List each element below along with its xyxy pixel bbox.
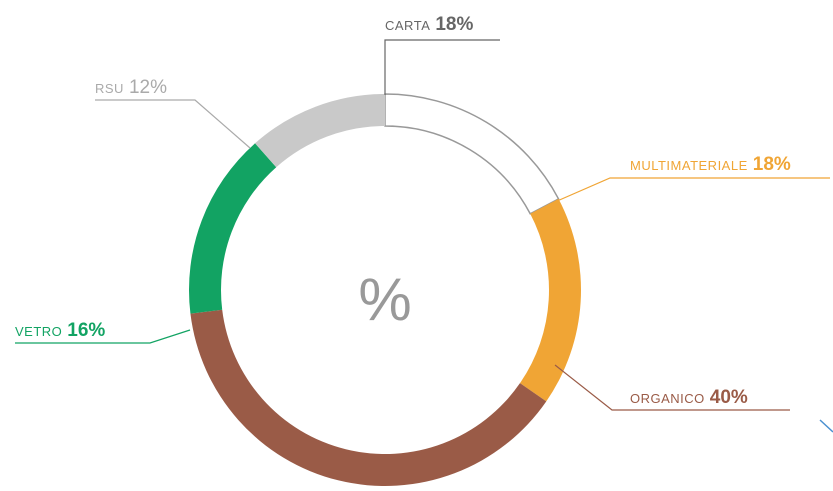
value-label: 16% — [67, 320, 105, 341]
leader-line — [384, 39, 500, 95]
category-label: ORGANICO — [630, 391, 705, 406]
data-label: CARTA 18% — [385, 14, 473, 35]
value-label: 18% — [435, 14, 473, 35]
value-label: 18% — [753, 154, 791, 175]
leader-line — [95, 99, 251, 149]
leader-line — [15, 329, 191, 344]
value-label: 12% — [129, 77, 167, 98]
category-label: MULTIMATERIALE — [630, 158, 748, 173]
data-label: ORGANICO 40% — [630, 387, 748, 408]
donut-segment — [519, 198, 581, 402]
donut-segment — [189, 143, 277, 314]
decoration — [819, 419, 833, 433]
leader-line — [547, 177, 830, 206]
donut-segment — [190, 309, 547, 486]
data-label: VETRO 16% — [15, 320, 105, 341]
donut-segment — [255, 94, 385, 168]
data-label: RSU 12% — [95, 77, 167, 98]
center-label: % — [358, 266, 411, 333]
category-label: VETRO — [15, 324, 62, 339]
category-label: RSU — [95, 81, 124, 96]
data-label: MULTIMATERIALE 18% — [630, 154, 791, 175]
category-label: CARTA — [385, 18, 430, 33]
value-label: 40% — [710, 387, 748, 408]
leader-line — [554, 364, 790, 411]
donut-segment — [384, 93, 560, 215]
